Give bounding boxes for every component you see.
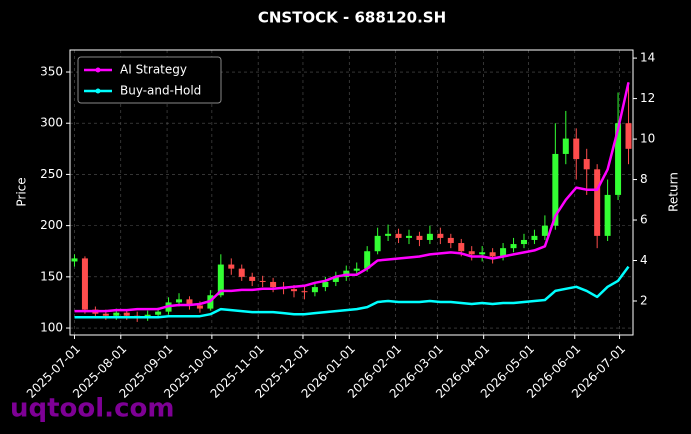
candle-body: [437, 233, 444, 238]
candle-body: [405, 235, 412, 238]
y2-tick-label: 6: [640, 213, 648, 227]
candle-body: [322, 281, 329, 288]
candle-body: [541, 225, 548, 236]
candle-body: [291, 289, 298, 292]
candle-body: [552, 153, 559, 226]
candle-body: [301, 291, 308, 293]
plot-frame: [69, 49, 634, 336]
y-tick-label: 100: [40, 321, 63, 335]
y-tick-label: 350: [40, 65, 63, 79]
candle-body: [510, 244, 517, 249]
y2-tick-label: 2: [640, 293, 648, 307]
candle-body: [395, 233, 402, 238]
candle-body: [479, 252, 486, 255]
candle-body: [447, 237, 454, 244]
y-tick-label: 200: [40, 218, 63, 232]
candle-body: [520, 239, 527, 245]
watermark: uqtool.com: [10, 394, 174, 424]
candle-body: [217, 264, 224, 296]
candle-body: [594, 169, 601, 236]
candle-body: [155, 311, 162, 315]
chart-title: CNSTOCK - 688120.SH: [258, 9, 446, 27]
candle-body: [468, 251, 475, 255]
candle-body: [311, 287, 318, 293]
candle-body: [238, 268, 245, 277]
legend-label: Buy-and-Hold: [120, 84, 201, 98]
candle-body: [249, 276, 256, 281]
line-series: [74, 82, 630, 313]
candle-body: [228, 264, 235, 269]
y2-axis-label: Return: [667, 172, 681, 212]
candle-body: [259, 280, 266, 282]
candle-body: [385, 233, 392, 236]
legend-label: AI Strategy: [120, 63, 187, 77]
candle-body: [374, 235, 381, 252]
y2-tick-label: 8: [640, 172, 648, 186]
candle-body: [353, 268, 360, 271]
y2-tick-label: 12: [640, 91, 655, 105]
candle-body: [583, 159, 590, 170]
candle-body: [458, 243, 465, 252]
candle-body: [123, 312, 130, 316]
candle-body: [364, 251, 371, 269]
candle-body: [500, 248, 507, 257]
legend-marker: [95, 67, 101, 73]
y2-tick-label: 10: [640, 132, 655, 146]
legend-box: [77, 56, 222, 104]
candle-body: [604, 194, 611, 236]
y2-tick-label: 14: [640, 51, 655, 65]
candle-body: [176, 299, 183, 303]
candle-body: [332, 276, 339, 282]
y-tick-label: 300: [40, 116, 63, 130]
candle-body: [562, 138, 569, 154]
candle-body: [625, 123, 632, 149]
y-tick-label: 250: [40, 167, 63, 181]
y-tick-label: 150: [40, 269, 63, 283]
y2-tick-label: 4: [640, 253, 648, 267]
candle-body: [489, 252, 496, 257]
candle-body: [81, 258, 88, 310]
candle-body: [186, 299, 193, 306]
candle-body: [416, 235, 423, 240]
candle-body: [531, 235, 538, 240]
candle-body: [196, 305, 203, 309]
y-axis-label: Price: [15, 177, 29, 206]
candle-body: [573, 138, 580, 160]
candle-body: [102, 313, 109, 316]
legend-marker: [95, 88, 101, 94]
candle-body: [615, 123, 622, 195]
line-series: [74, 265, 630, 319]
candle-body: [426, 233, 433, 240]
candle-body: [71, 258, 78, 262]
candle-body: [270, 281, 277, 288]
candle-body: [113, 312, 120, 316]
